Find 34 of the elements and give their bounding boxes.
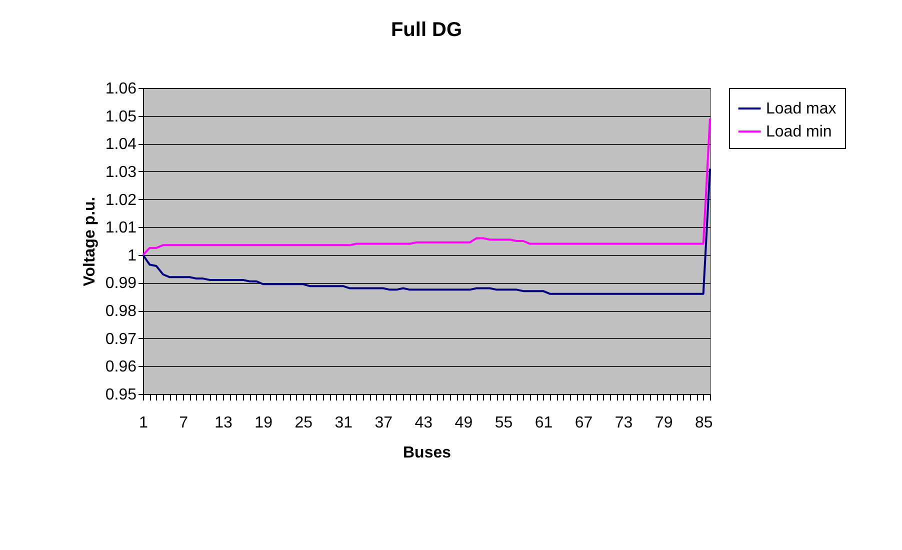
x-tick-label: 73 bbox=[614, 414, 633, 432]
y-tick-label: 0.95 bbox=[105, 386, 137, 404]
x-tick-label: 79 bbox=[654, 414, 673, 432]
y-axis-title: Voltage p.u. bbox=[81, 196, 98, 286]
y-tick-label: 0.96 bbox=[105, 358, 137, 376]
y-tick-label: 0.97 bbox=[105, 330, 137, 348]
y-tick-label: 1.06 bbox=[105, 80, 137, 98]
y-tick-label: 1.02 bbox=[105, 192, 137, 209]
x-tick-label: 13 bbox=[214, 414, 233, 432]
line-series bbox=[142, 118, 711, 256]
y-tick-label: 1.04 bbox=[105, 136, 137, 154]
legend-label: Load min bbox=[766, 124, 832, 140]
y-tick-label: 0.98 bbox=[105, 303, 137, 320]
x-tick-label: 85 bbox=[694, 414, 713, 432]
legend-label: Load max bbox=[766, 100, 836, 118]
x-tick-label: 49 bbox=[454, 414, 473, 432]
y-tick-label: 1.03 bbox=[105, 164, 137, 181]
x-tick-label: 1 bbox=[139, 414, 148, 432]
y-tick-label: 1.05 bbox=[105, 108, 137, 126]
x-tick-label: 25 bbox=[294, 414, 313, 432]
x-tick-label: 61 bbox=[534, 414, 553, 432]
y-tick-label: 0.99 bbox=[105, 275, 137, 292]
x-tick-label: 31 bbox=[334, 414, 353, 432]
x-tick-label: 19 bbox=[254, 414, 273, 432]
x-axis-title: Buses bbox=[402, 444, 452, 462]
x-tick-label: 67 bbox=[574, 414, 593, 432]
x-tick-label: 37 bbox=[374, 414, 393, 432]
x-tick-label: 43 bbox=[414, 414, 433, 432]
x-tick-label: 7 bbox=[179, 414, 188, 432]
y-tick-label: 1.01 bbox=[105, 220, 137, 237]
line-series bbox=[142, 168, 711, 295]
x-tick-label: 55 bbox=[494, 414, 513, 432]
y-tick-label: 1 bbox=[128, 247, 137, 264]
chart-title: Full DG bbox=[390, 19, 462, 41]
